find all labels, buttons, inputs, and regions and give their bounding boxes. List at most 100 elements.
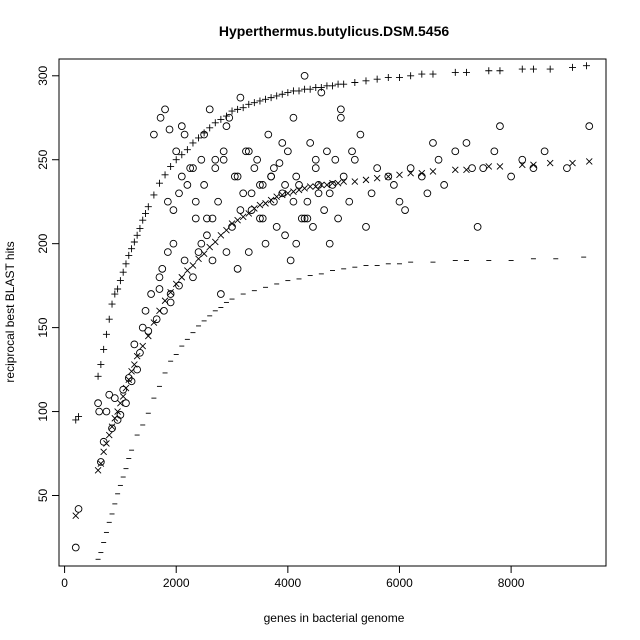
plus-point [133,231,141,239]
x-tick-label: 6000 [386,576,413,590]
plus-point [211,119,219,127]
plus-point [195,134,203,142]
circle-point [163,197,172,206]
circle-point [507,172,515,181]
plus-point [306,85,314,93]
circle-point [172,147,181,156]
cross-point [451,166,459,174]
circle-point [244,147,253,156]
circle-point [270,197,278,206]
circle-point [236,93,245,102]
circle-point [94,399,102,408]
circle-point [306,139,315,147]
plus-point [262,95,270,103]
x-axis: 0 2000 4000 6000 8000 [61,566,525,590]
cross-point [323,181,331,189]
circle-point [264,130,273,139]
circle-point [345,197,354,206]
circle-point [161,105,169,114]
cross-point [245,210,253,217]
circle-point [183,181,192,189]
plus-point [384,73,392,81]
circle-point [289,197,298,206]
y-tick-label: 300 [36,65,50,85]
circle-point [191,214,200,223]
circle-point [292,172,301,181]
plus-point [75,413,83,421]
circle-point [191,197,200,206]
circle-point [325,239,334,248]
plus-point [239,104,247,112]
x-tick-label: 2000 [163,576,190,590]
cross-point [133,352,141,360]
circle-point [102,407,111,416]
circle-point [230,172,239,181]
circle-point [356,130,365,139]
plus-point [142,209,150,217]
circle-point [362,223,370,231]
circle-point [119,385,128,394]
circle-point [211,164,220,172]
plus-point [295,87,303,95]
plus-point [217,115,225,123]
plus-point [72,416,80,424]
circle-point [189,164,197,172]
cross-point [100,448,107,456]
circle-point [323,147,331,156]
plus-point [114,285,122,293]
cross-point [239,213,247,221]
cross-point [585,158,593,165]
circle-point [348,147,356,156]
circle-point [314,181,323,189]
cross-point [97,460,105,467]
cross-point [396,171,403,179]
circle-point [462,139,471,147]
plus-point [178,151,186,159]
cross-point [108,423,116,430]
cross-point [119,393,127,400]
cross-point [195,255,202,263]
circle-point [247,189,256,198]
plus-point [485,67,493,75]
circle-point [186,164,195,172]
plus-point [395,73,403,81]
cross-point [234,216,241,224]
circle-point [258,214,267,223]
plus-point [373,75,381,83]
cross-point [178,273,186,281]
circle-point [233,172,242,181]
cross-point [351,178,359,185]
circle-point [297,214,306,223]
circle-point [334,214,342,223]
circle-point [328,181,337,189]
circle-point [496,122,504,131]
circle-point [258,181,267,189]
cross-point [569,159,576,167]
circle-point [311,155,320,164]
cross-point [211,238,219,246]
plus-point [189,139,197,147]
plus-point [462,68,470,76]
circle-point [434,155,443,164]
circle-point [256,214,264,223]
circle-point [189,273,197,282]
plus-point [273,92,281,100]
plus-point [136,225,144,233]
plus-point [518,65,526,73]
circle-point [281,181,289,189]
circle-point [331,155,340,164]
plus-point [172,156,180,164]
cross-point [94,466,102,474]
circle-point [286,256,295,265]
cross-point [206,243,214,251]
plus-point [116,277,124,285]
circle-point [197,155,206,164]
plus-point [329,82,336,90]
circle-point [113,416,122,424]
plus-point [161,171,169,179]
circle-point [138,323,147,332]
plus-point [144,203,152,211]
circle-point [417,172,426,181]
circle-point [175,189,183,198]
circle-point [281,231,289,240]
